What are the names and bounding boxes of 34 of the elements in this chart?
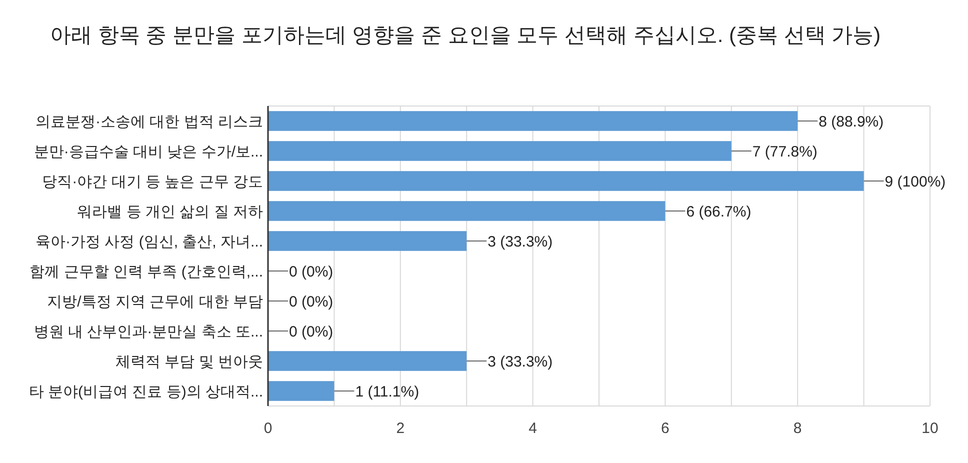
y-tick-label: 체력적 부담 및 번아웃 bbox=[115, 354, 263, 370]
bar bbox=[268, 111, 798, 131]
data-label: 0 (0%) bbox=[289, 324, 334, 340]
data-label: 8 (88.9%) bbox=[818, 114, 884, 130]
bar bbox=[268, 351, 467, 371]
data-label: 3 (33.3%) bbox=[488, 234, 553, 250]
y-tick-label: 의료분쟁·소송에 대한 법적 리스크 bbox=[36, 114, 263, 130]
x-tick-label: 4 bbox=[528, 420, 537, 437]
x-tick-label: 2 bbox=[396, 420, 405, 437]
bar bbox=[268, 381, 334, 401]
data-label: 3 (33.3%) bbox=[488, 354, 553, 370]
y-tick-label: 병원 내 산부인과·분만실 축소 또... bbox=[34, 324, 263, 340]
x-tick-label: 0 bbox=[264, 420, 272, 437]
bar bbox=[268, 201, 666, 221]
y-tick-label: 워라밸 등 개인 삶의 질 저하 bbox=[77, 204, 263, 220]
y-tick-label: 지방/특정 지역 근무에 대한 부담 bbox=[47, 294, 263, 310]
y-tick-label: 분만·응급수술 대비 낮은 수가/보... bbox=[34, 144, 263, 160]
data-label: 9 (100%) bbox=[884, 174, 946, 190]
y-tick-label: 함께 근무할 인력 부족 (간호인력,... bbox=[30, 264, 263, 280]
data-label: 7 (77.8%) bbox=[752, 144, 818, 160]
x-tick-label: 6 bbox=[661, 420, 670, 437]
bar bbox=[268, 171, 864, 191]
x-tick-label: 10 bbox=[922, 420, 938, 437]
chart-title: 아래 항목 중 분만을 포기하는데 영향을 준 요인을 모두 선택해 주십시오. (중복 선택 가능) bbox=[50, 24, 881, 47]
bar bbox=[268, 231, 467, 251]
bar bbox=[268, 141, 732, 161]
data-label: 1 (11.1%) bbox=[355, 384, 420, 400]
y-tick-label: 육아·가정 사정 (임신, 출산, 자녀... bbox=[36, 234, 263, 250]
x-tick-label: 8 bbox=[793, 420, 802, 437]
data-label: 0 (0%) bbox=[289, 264, 334, 280]
y-tick-label: 당직·야간 대기 등 높은 근무 강도 bbox=[42, 174, 263, 190]
y-tick-label: 타 분야(비급여 진료 등)의 상대적... bbox=[28, 384, 263, 400]
data-label: 6 (66.7%) bbox=[686, 204, 752, 220]
data-label: 0 (0%) bbox=[289, 294, 334, 310]
